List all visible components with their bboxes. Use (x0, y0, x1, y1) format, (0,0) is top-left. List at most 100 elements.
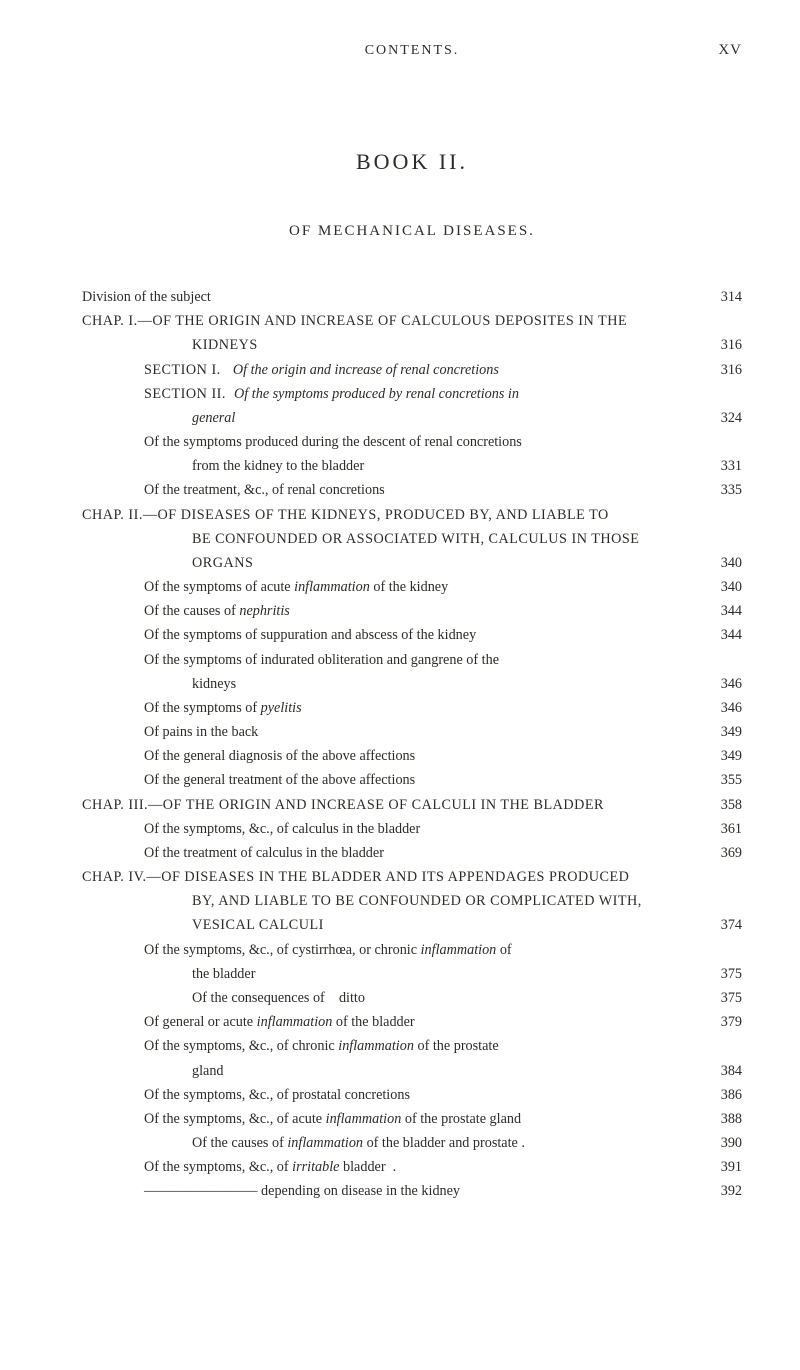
toc-row: Of the treatment, &c., of renal concreti… (82, 481, 742, 500)
toc-page-number: 335 (698, 481, 742, 500)
toc-label: VESICAL CALCULI (82, 916, 698, 935)
toc-page-number: 388 (698, 1110, 742, 1129)
toc-page-number: 384 (698, 1062, 742, 1081)
toc-label: Of the symptoms, &c., of irritable bladd… (82, 1158, 698, 1177)
toc-row: Of the consequences of ditto375 (82, 989, 742, 1008)
toc-label: Of the consequences of ditto (82, 989, 698, 1008)
toc-page-number: 361 (698, 820, 742, 839)
toc-row: general324 (82, 409, 742, 428)
toc-page-number: 375 (698, 989, 742, 1008)
toc-label: Of the symptoms of indurated obliteratio… (82, 651, 698, 670)
toc-label: the bladder (82, 965, 698, 984)
toc-row: the bladder375 (82, 965, 742, 984)
toc-label: Of the symptoms, &c., of cystirrhœa, or … (82, 941, 698, 960)
toc-row: CHAP. IV.—OF DISEASES IN THE BLADDER AND… (82, 868, 742, 887)
toc-page-number: 391 (698, 1158, 742, 1177)
toc-page-number: 375 (698, 965, 742, 984)
toc-label: Of the causes of inflammation of the bla… (82, 1134, 698, 1153)
toc-label: kidneys (82, 675, 698, 694)
toc-row: Division of the subject314 (82, 288, 742, 307)
toc-label: Of the symptoms of acute inflammation of… (82, 578, 698, 597)
toc-page-number: 374 (698, 916, 742, 935)
toc-row: BY, AND LIABLE TO BE CONFOUNDED OR COMPL… (82, 892, 742, 911)
toc-label: from the kidney to the bladder (82, 457, 698, 476)
toc-page-number: 314 (698, 288, 742, 307)
toc-label: Of the treatment, &c., of renal concreti… (82, 481, 698, 500)
toc-row: Of the symptoms, &c., of calculus in the… (82, 820, 742, 839)
table-of-contents: Division of the subject314 CHAP. I.—OF TH… (82, 288, 742, 1202)
toc-label: BE CONFOUNDED OR ASSOCIATED WITH, CALCUL… (82, 530, 698, 549)
toc-page-number: 344 (698, 626, 742, 645)
toc-label: Of the symptoms, &c., of acute inflammat… (82, 1110, 698, 1129)
toc-label: Of the symptoms of pyelitis (82, 699, 698, 718)
toc-row: Of the causes of inflammation of the bla… (82, 1134, 742, 1153)
toc-row: KIDNEYS316 (82, 336, 742, 355)
toc-row: VESICAL CALCULI374 (82, 916, 742, 935)
toc-row: gland384 (82, 1062, 742, 1081)
section-subhead: OF MECHANICAL DISEASES. (82, 223, 742, 240)
toc-row: Of the treatment of calculus in the blad… (82, 844, 742, 863)
toc-label: Of the symptoms, &c., of prostatal concr… (82, 1086, 698, 1105)
toc-page-number: 344 (698, 602, 742, 621)
toc-row: Of general or acute inflammation of the … (82, 1013, 742, 1032)
toc-label: Division of the subject (82, 288, 698, 307)
toc-page-number: 386 (698, 1086, 742, 1105)
toc-row: Of the symptoms of suppuration and absce… (82, 626, 742, 645)
toc-page-number: 358 (698, 796, 742, 815)
toc-label: general (82, 409, 698, 428)
toc-row: ———————— depending on disease in the kid… (82, 1182, 742, 1201)
toc-page-number: 331 (698, 457, 742, 476)
toc-label: Of the symptoms produced during the desc… (82, 433, 698, 452)
toc-label: Of the symptoms of suppuration and absce… (82, 626, 698, 645)
toc-row: Of the symptoms of pyelitis346 (82, 699, 742, 718)
toc-row: CHAP. II.—OF DISEASES OF THE KIDNEYS, PR… (82, 506, 742, 525)
toc-label: SECTION II. Of the symptoms produced by … (82, 385, 698, 404)
toc-row: kidneys346 (82, 675, 742, 694)
toc-label: CHAP. III.—OF THE ORIGIN AND INCREASE OF… (82, 796, 698, 815)
toc-label: Of general or acute inflammation of the … (82, 1013, 698, 1032)
running-head: CONTENTS. XV (82, 42, 742, 59)
toc-row: ORGANS340 (82, 554, 742, 573)
toc-label: Of the general diagnosis of the above af… (82, 747, 698, 766)
toc-row: CHAP. III.—OF THE ORIGIN AND INCREASE OF… (82, 796, 742, 815)
toc-row: SECTION I. Of the origin and increase of… (82, 361, 742, 380)
toc-label: Of the treatment of calculus in the blad… (82, 844, 698, 863)
toc-row: Of the symptoms, &c., of irritable bladd… (82, 1158, 742, 1177)
toc-page-number: 346 (698, 675, 742, 694)
toc-page-number: 390 (698, 1134, 742, 1153)
toc-label: Of pains in the back (82, 723, 698, 742)
toc-label: gland (82, 1062, 698, 1081)
toc-label: CHAP. II.—OF DISEASES OF THE KIDNEYS, PR… (82, 506, 698, 525)
toc-row: Of the symptoms of indurated obliteratio… (82, 651, 742, 670)
toc-row: Of the symptoms, &c., of cystirrhœa, or … (82, 941, 742, 960)
toc-label: Of the general treatment of the above af… (82, 771, 698, 790)
toc-row: CHAP. I.—OF THE ORIGIN AND INCREASE OF C… (82, 312, 742, 331)
toc-page-number: 340 (698, 554, 742, 573)
toc-page-number: 324 (698, 409, 742, 428)
toc-row: from the kidney to the bladder331 (82, 457, 742, 476)
book-title: BOOK II. (82, 149, 742, 175)
toc-page-number: 349 (698, 747, 742, 766)
toc-page-number: 355 (698, 771, 742, 790)
toc-row: Of the symptoms, &c., of chronic inflamm… (82, 1037, 742, 1056)
running-head-right: XV (652, 42, 742, 59)
running-head-center: CONTENTS. (172, 43, 652, 59)
toc-page-number: 392 (698, 1182, 742, 1201)
toc-page-number: 346 (698, 699, 742, 718)
toc-page-number: 316 (698, 361, 742, 380)
toc-label: KIDNEYS (82, 336, 698, 355)
toc-row: SECTION II. Of the symptoms produced by … (82, 385, 742, 404)
toc-page-number: 379 (698, 1013, 742, 1032)
toc-row: Of the symptoms, &c., of prostatal concr… (82, 1086, 742, 1105)
toc-label: SECTION I. Of the origin and increase of… (82, 361, 698, 380)
toc-label: ORGANS (82, 554, 698, 573)
toc-label: Of the symptoms, &c., of calculus in the… (82, 820, 698, 839)
toc-row: Of the general treatment of the above af… (82, 771, 742, 790)
toc-label: Of the symptoms, &c., of chronic inflamm… (82, 1037, 698, 1056)
toc-row: Of the symptoms produced during the desc… (82, 433, 742, 452)
toc-row: Of pains in the back349 (82, 723, 742, 742)
toc-row: Of the general diagnosis of the above af… (82, 747, 742, 766)
toc-label: CHAP. IV.—OF DISEASES IN THE BLADDER AND… (82, 868, 698, 887)
toc-label: ———————— depending on disease in the kid… (82, 1182, 698, 1201)
toc-row: Of the symptoms of acute inflammation of… (82, 578, 742, 597)
